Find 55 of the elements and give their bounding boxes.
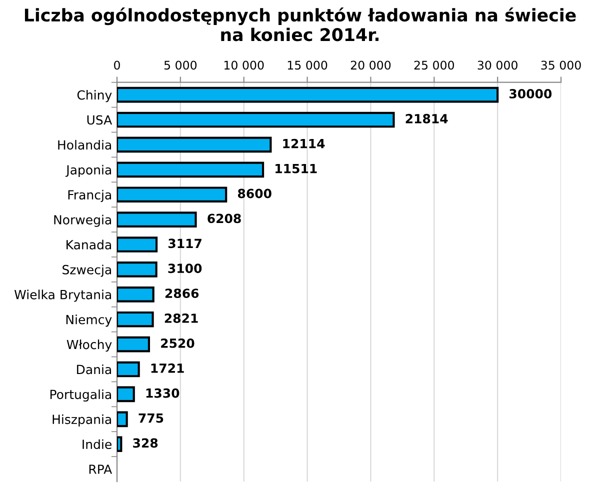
data-label: 8600 xyxy=(238,188,272,198)
x-tick-label: 30 000 xyxy=(478,60,518,70)
bar xyxy=(117,311,154,328)
chart-title: Liczba ogólnodostępnych punktów ładowania na świecie na koniec 2014r. xyxy=(24,7,576,42)
bar xyxy=(117,262,158,278)
data-label: 328 xyxy=(133,438,158,448)
y-tick-label: Szwecja xyxy=(62,264,112,277)
y-tick-label: Dania xyxy=(77,364,112,374)
bar xyxy=(117,361,140,378)
x-tick-label: 25 000 xyxy=(414,60,454,70)
y-tick-label: Wielka Brytania xyxy=(14,290,112,302)
y-tick-label: Norwegia xyxy=(54,214,111,227)
data-label: 6208 xyxy=(208,214,241,224)
y-tick-label: Chiny xyxy=(77,90,112,102)
data-label: 11511 xyxy=(276,164,317,174)
y-tick-label: Japonia xyxy=(66,164,111,178)
y-tick-label: Włochy xyxy=(66,340,112,352)
data-label: 12114 xyxy=(283,138,325,148)
y-tick-label: Kanada xyxy=(66,240,112,250)
x-tick-label: 35 000 xyxy=(541,60,581,70)
y-tick-label: Hiszpania xyxy=(52,414,112,427)
y-tick-label: Francja xyxy=(68,190,112,202)
x-tick-label: 0 xyxy=(114,60,120,70)
bar xyxy=(117,286,154,302)
data-label: 21814 xyxy=(406,114,448,124)
y-tick-label: Portugalia xyxy=(50,389,112,402)
data-label: 2866 xyxy=(165,288,199,298)
bar xyxy=(117,112,395,128)
y-tick-label: Indie xyxy=(82,439,112,450)
bar xyxy=(117,236,158,252)
bar xyxy=(117,436,122,452)
bar xyxy=(117,386,135,402)
data-label: 2821 xyxy=(164,314,198,323)
bar xyxy=(117,336,150,352)
data-label: 775 xyxy=(138,413,164,423)
bar xyxy=(117,136,272,153)
y-tick-label: Niemcy xyxy=(66,314,112,327)
bar xyxy=(117,186,228,203)
bar xyxy=(117,86,499,103)
data-label: 30000 xyxy=(510,88,552,98)
y-tick-label: USA xyxy=(87,115,112,125)
bar xyxy=(117,411,128,428)
data-label: 1330 xyxy=(146,388,180,398)
x-tick-label: 5 000 xyxy=(164,60,197,70)
data-label: 2520 xyxy=(161,338,194,348)
bar xyxy=(117,162,264,178)
x-tick-label: 15 000 xyxy=(288,60,328,70)
y-tick-label: RPA xyxy=(89,464,112,474)
bar xyxy=(117,212,197,228)
data-label: 3100 xyxy=(168,264,202,274)
data-label: 1721 xyxy=(151,363,184,373)
y-tick-label: Holandia xyxy=(58,140,111,150)
x-tick-label: 10 000 xyxy=(224,60,264,70)
x-tick-label: 20 000 xyxy=(350,60,391,70)
data-label: 3117 xyxy=(168,238,202,248)
